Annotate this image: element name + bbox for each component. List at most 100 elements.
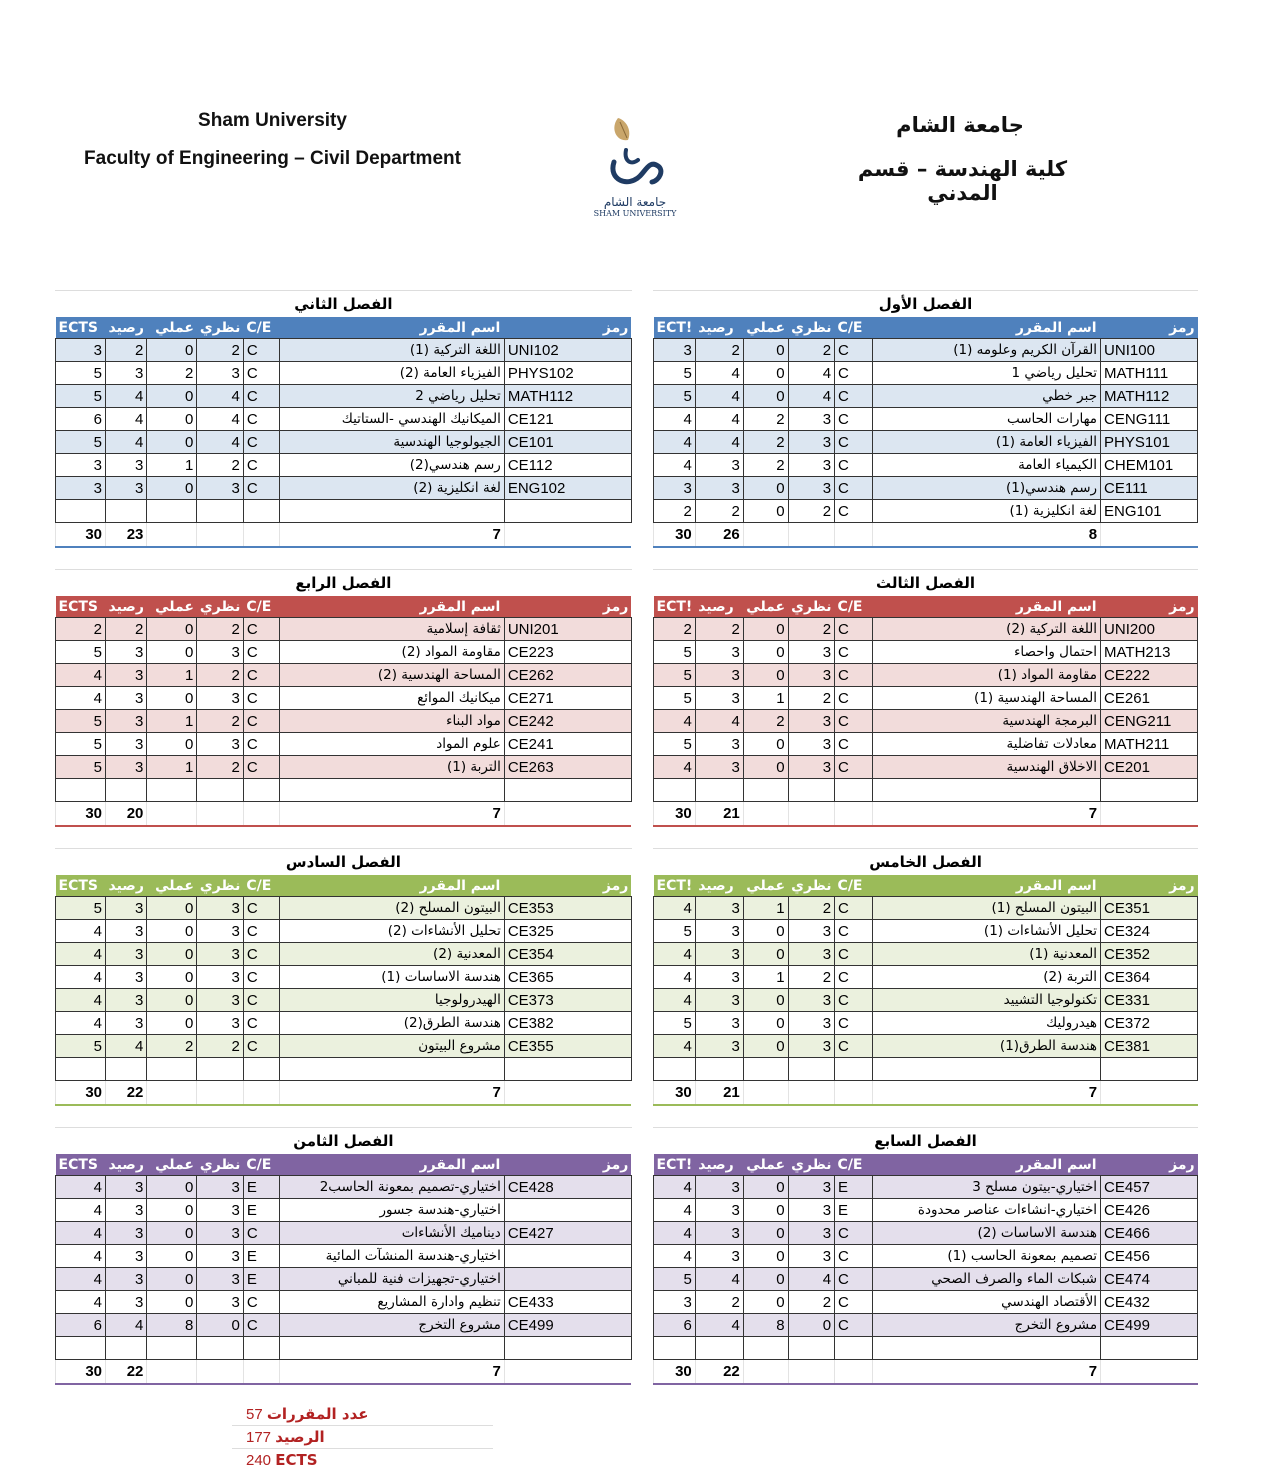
table-header: ECT! رصيد عملي نظري C/E اسم المقرر رمز	[653, 1154, 1198, 1176]
course-code: CE263	[503, 755, 632, 779]
blank	[196, 522, 244, 548]
course-credit: 3	[694, 942, 744, 966]
total-credit: 21	[694, 1080, 744, 1106]
course-credit: 2	[694, 1290, 744, 1314]
header-name: اسم المقرر	[1015, 1156, 1097, 1173]
course-name: التربة (2)	[872, 965, 1102, 989]
course-name: شبكات الماء والصرف الصحي	[872, 1267, 1102, 1291]
course-row: 4 3 0 3 C هندسة الطرق(2) CE382	[55, 1011, 632, 1035]
course-code: CE433	[503, 1290, 632, 1314]
course-type: C	[242, 476, 280, 500]
header-theory: نظري	[791, 877, 832, 894]
course-ects: 5	[55, 361, 106, 385]
course-row: 5 4 2 2 C مشروع البيتون CE355	[55, 1034, 632, 1058]
course-type: C	[834, 942, 874, 966]
course-type: C	[834, 1221, 874, 1245]
course-type: E	[834, 1175, 874, 1199]
course-credit: 4	[694, 407, 744, 431]
blank	[503, 522, 632, 548]
course-theory: 3	[787, 1175, 836, 1199]
blank	[787, 1359, 835, 1385]
course-theory: 2	[787, 686, 836, 710]
course-code: CE353	[503, 896, 632, 920]
course-credit: 3	[104, 1198, 148, 1222]
course-type: C	[242, 407, 280, 431]
course-credit	[104, 499, 148, 523]
course-type: C	[834, 384, 874, 408]
course-name: الاخلاق الهندسية	[872, 755, 1102, 779]
course-type: C	[242, 663, 280, 687]
semester-title: الفصل الأول	[653, 290, 1199, 317]
course-table: ECT! رصيد عملي نظري C/E اسم المقرر رمز 4 3 0 3 E اخت…	[653, 1154, 1199, 1385]
course-theory: 2	[787, 965, 836, 989]
course-name: معادلات تفاضلية	[872, 732, 1102, 756]
course-ects: 3	[653, 1290, 696, 1314]
course-type	[834, 778, 874, 802]
course-name: تحليل الأنشاءات (1)	[872, 919, 1102, 943]
blank	[787, 522, 835, 548]
course-name: علوم المواد	[278, 732, 505, 756]
course-theory: 3	[787, 453, 836, 477]
course-type	[242, 1336, 280, 1360]
course-ects: 3	[55, 453, 106, 477]
course-ects: 5	[55, 755, 106, 779]
course-practical: 0	[742, 1198, 789, 1222]
course-ects: 3	[653, 338, 696, 362]
course-ects	[55, 1057, 106, 1081]
course-row: 5 3 1 2 C التربة (1) CE263	[55, 755, 632, 779]
course-code	[1100, 778, 1199, 802]
course-row: 4 3 0 3 E اختياري-تصميم بمعونة الحاسب2 CE428	[55, 1175, 632, 1199]
header-theory: نظري	[199, 877, 241, 894]
header-name: اسم المقرر	[1015, 877, 1097, 894]
header-practical: عملي	[155, 319, 194, 336]
course-row: 4 4 2 3 C البرمجة الهندسية CENG211	[653, 709, 1199, 733]
course-type: C	[242, 338, 280, 362]
course-theory: 3	[196, 1221, 244, 1245]
course-name: اختياري-هندسة جسور	[278, 1198, 505, 1222]
course-type: C	[242, 709, 280, 733]
course-name: هيدروليك	[872, 1011, 1102, 1035]
blank	[787, 801, 835, 827]
course-row: 5 4 0 4 C تحليل رياضي 2 MATH112	[55, 384, 632, 408]
leaf-icon	[610, 118, 664, 185]
course-code: CE262	[503, 663, 632, 687]
course-name: ثقافة إسلامية	[278, 617, 505, 641]
course-row: 4 3 1 2 C التربة (2) CE364	[653, 965, 1199, 989]
course-code: CE241	[503, 732, 632, 756]
course-type: C	[834, 755, 874, 779]
course-name: مشروع البيتون	[278, 1034, 505, 1058]
course-ects	[55, 778, 106, 802]
course-type: C	[242, 1221, 280, 1245]
course-type: C	[242, 732, 280, 756]
course-practical: 0	[742, 476, 789, 500]
header-credit: رصيد	[698, 319, 734, 336]
course-code: CE111	[1100, 476, 1199, 500]
course-type	[834, 1057, 874, 1081]
course-name	[872, 1336, 1102, 1360]
course-practical: 1	[146, 453, 198, 477]
course-row: 3 3 1 2 C رسم هندسي(2) CE112	[55, 453, 632, 477]
course-type: C	[834, 1011, 874, 1035]
summary-ects: 240 ECTS	[232, 1449, 493, 1467]
blank	[503, 1359, 632, 1385]
header-code: رمز	[1169, 598, 1195, 615]
course-row: 5 3 2 3 C الفيزياء العامة (2) PHYS102	[55, 361, 632, 385]
course-practical: 0	[742, 755, 789, 779]
course-practical	[742, 778, 789, 802]
course-practical	[146, 499, 198, 523]
course-code: MATH111	[1100, 361, 1199, 385]
course-theory: 3	[787, 1221, 836, 1245]
course-ects: 4	[55, 1198, 106, 1222]
blank	[242, 1080, 280, 1106]
course-credit: 3	[694, 988, 744, 1012]
course-theory: 3	[787, 1244, 836, 1268]
header-credit: رصيد	[698, 598, 734, 615]
course-ects: 5	[653, 1267, 696, 1291]
course-type: C	[242, 640, 280, 664]
course-name: المعدنية (2)	[278, 942, 505, 966]
course-name: مشروع التخرج	[278, 1313, 505, 1337]
course-credit: 3	[694, 686, 744, 710]
course-credit: 3	[104, 686, 148, 710]
blank	[146, 801, 197, 827]
